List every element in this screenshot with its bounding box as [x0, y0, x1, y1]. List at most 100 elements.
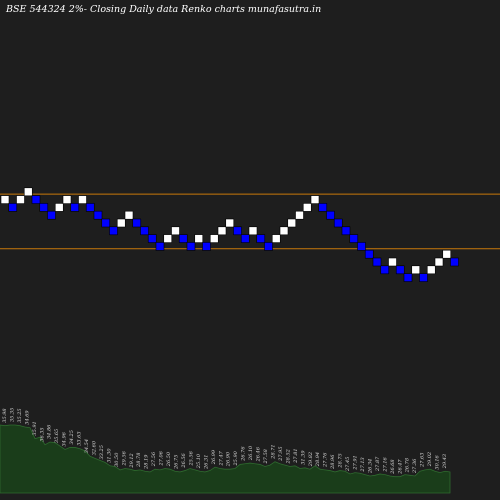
volume-label: 27.76 — [323, 452, 329, 468]
volume-label: 26.47 — [397, 459, 403, 475]
volume-label: 29.43 — [442, 454, 448, 469]
renko-brick-down — [101, 218, 111, 228]
volume-label: 27.63 — [420, 453, 426, 468]
volume-label: 35.98 — [2, 408, 8, 422]
volume-label: 35.91 — [32, 421, 38, 435]
volume-label: 34.86 — [47, 424, 53, 439]
volume-label: 26.10 — [248, 445, 254, 461]
renko-brick-down — [186, 242, 196, 251]
renko-brick-up — [295, 210, 304, 220]
volume-label: 25.10 — [196, 453, 202, 469]
renko-brick-down — [372, 257, 382, 267]
renko-brick-down — [147, 234, 157, 243]
renko-brick-down — [39, 203, 49, 212]
volume-label: 27.95 — [278, 446, 284, 461]
renko-brick-up — [124, 210, 134, 220]
renko-brick-up — [388, 257, 397, 267]
volume-label: 30.16 — [435, 454, 441, 469]
renko-brick-down — [70, 203, 80, 212]
volume-label: 26.75 — [174, 455, 180, 470]
renko-brick-up — [426, 265, 436, 275]
volume-label: 27.47 — [218, 450, 224, 466]
renko-brick-down — [31, 195, 41, 204]
volume-label: 27.45 — [345, 457, 351, 472]
renko-brick-down — [47, 210, 56, 220]
renko-brick-down — [233, 226, 242, 236]
volume-label: 27.56 — [151, 451, 157, 467]
renko-brick-up — [62, 195, 72, 204]
volume-label: 26.68 — [390, 459, 396, 474]
volume-label: 26.99 — [211, 449, 217, 465]
renko-brick-up — [209, 234, 219, 243]
volume-label: 34.54 — [84, 439, 90, 453]
renko-brick-down — [380, 265, 390, 275]
renko-brick-up — [217, 226, 227, 236]
volume-label: 28.94 — [315, 452, 321, 467]
volume-label: 27.13 — [360, 457, 366, 472]
volume-label: 26.46 — [256, 446, 262, 462]
renko-brick-down — [357, 242, 366, 251]
volume-label: 27.81 — [293, 448, 299, 463]
renko-brick-down — [178, 234, 188, 243]
volume-label: 30.50 — [114, 452, 120, 467]
renko-brick-down — [155, 242, 165, 251]
renko-brick-down — [419, 273, 428, 282]
volume-label: 31.39 — [300, 450, 306, 465]
renko-brick-down — [403, 273, 413, 282]
renko-brick-down — [450, 257, 459, 267]
renko-brick-up — [16, 195, 25, 204]
volume-label: 36.35 — [39, 427, 45, 441]
renko-brick-up — [225, 218, 235, 228]
renko-brick-down — [326, 210, 335, 220]
volume-label: 25.56 — [188, 450, 194, 466]
renko-brick-up — [163, 234, 173, 243]
volume-label: 34.96 — [62, 431, 68, 446]
volume-label: 27.91 — [353, 455, 359, 470]
volume-label: 26.50 — [166, 451, 172, 467]
volume-label: 28.75 — [338, 453, 344, 468]
chart-title: BSE 544324 2%- Closing Daily data Renko … — [5, 4, 321, 15]
renko-brick-up — [411, 265, 421, 275]
volume-label: 28.78 — [136, 453, 142, 468]
renko-brick-down — [341, 226, 351, 236]
renko-brick-down — [140, 226, 149, 236]
renko-brick-down — [395, 265, 405, 275]
volume-label: 35.65 — [54, 429, 60, 443]
volume-label: 26.76 — [241, 446, 247, 462]
renko-brick-up — [287, 218, 297, 228]
volume-label: 28.71 — [271, 444, 277, 459]
renko-brick-down — [364, 249, 374, 259]
volume-area — [0, 424, 451, 494]
volume-label: 26.31 — [203, 455, 209, 470]
volume-label: 31.30 — [106, 448, 112, 463]
renko-brick-up — [116, 218, 126, 228]
renko-brick-down — [318, 203, 328, 212]
renko-brick-up — [78, 195, 87, 204]
renko-brick-up — [194, 234, 204, 243]
renko-brick-up — [310, 195, 320, 204]
volume-label: 27.58 — [263, 449, 269, 464]
renko-brick-down — [132, 218, 142, 228]
renko-brick-up — [23, 187, 33, 197]
volume-label: 25.90 — [233, 450, 239, 466]
volume-label: 35.25 — [17, 408, 23, 422]
volume-panel — [0, 424, 451, 494]
renko-brick-up — [0, 195, 10, 204]
volume-label: 28.52 — [285, 449, 291, 464]
volume-label: 29.02 — [427, 452, 433, 467]
renko-brick-down — [256, 234, 266, 243]
volume-label: 27.36 — [412, 458, 418, 474]
volume-label: 34.25 — [69, 430, 75, 444]
renko-brick-down — [202, 242, 211, 251]
renko-brick-up — [302, 203, 312, 212]
volume-label: 26.78 — [405, 458, 411, 473]
volume-label: 27.16 — [382, 456, 388, 472]
renko-brick-down — [93, 210, 103, 220]
volume-label: 27.87 — [375, 456, 381, 472]
volume-label: 26.90 — [226, 451, 232, 467]
renko-brick-up — [271, 234, 281, 243]
renko-brick-up — [442, 249, 452, 259]
reference-lines — [0, 193, 500, 250]
